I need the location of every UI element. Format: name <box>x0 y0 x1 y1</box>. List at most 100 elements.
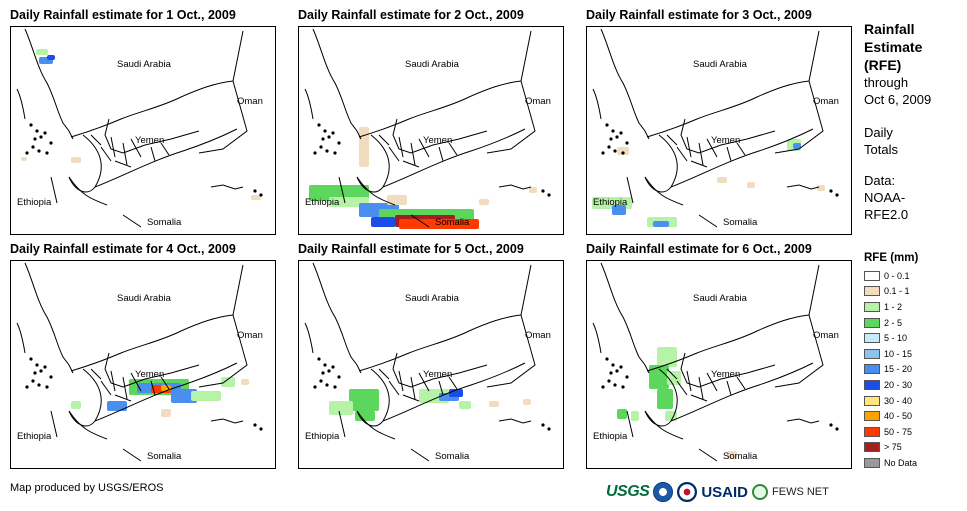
legend-label: 5 - 10 <box>884 333 908 344</box>
map-panel-oct1: Daily Rainfall estimate for 1 Oct., 2009… <box>10 6 298 236</box>
rainfall-patch <box>221 377 235 387</box>
island-dot <box>29 123 33 127</box>
island-dot <box>49 141 53 145</box>
legend-row: 2 - 5 <box>864 315 918 331</box>
legend-data-label: Data: <box>864 173 896 188</box>
legend-swatch <box>864 301 880 312</box>
rainfall-patch <box>47 55 55 60</box>
border-line <box>670 128 814 188</box>
legend-row: 20 - 30 <box>864 377 918 393</box>
border-line <box>666 368 746 402</box>
island-dot <box>37 383 41 387</box>
island-dot <box>325 149 329 153</box>
legend-label: 40 - 50 <box>884 411 913 422</box>
island-dot <box>829 423 833 427</box>
place-label-yemen: Yemen <box>711 135 741 146</box>
place-label-oman: Oman <box>237 96 263 107</box>
legend-source-2: RFE2.0 <box>864 207 909 222</box>
map-canvas <box>16 262 263 462</box>
place-label-yemen: Yemen <box>135 369 165 380</box>
island-dot <box>321 371 325 375</box>
border-line <box>670 362 814 422</box>
rfe-legend-rows: 0 - 0.1 0.1 - 1 1 - 2 2 - 5 5 - 10 10 - 15 15 … <box>864 268 918 471</box>
legend-label: No Data <box>884 457 918 468</box>
border-line <box>382 362 526 422</box>
panel-title: Daily Rainfall estimate for 1 Oct., 2009 <box>10 8 236 22</box>
island-dot <box>35 129 39 133</box>
border-line <box>16 88 26 120</box>
border-line <box>600 262 650 374</box>
island-dot <box>331 365 335 369</box>
legend-label: > 75 <box>884 442 902 453</box>
panel-title: Daily Rainfall estimate for 5 Oct., 2009 <box>298 242 524 256</box>
border-line <box>644 410 684 440</box>
rainfall-patch <box>359 127 369 167</box>
legend-date: Oct 6, 2009 <box>864 92 932 107</box>
border-line <box>592 322 602 354</box>
legend-totals: Totals <box>864 142 898 157</box>
legend-label: 15 - 20 <box>884 364 913 375</box>
map-panel-oct2: Daily Rainfall estimate for 2 Oct., 2009… <box>298 6 586 236</box>
border-line <box>198 80 248 154</box>
rainfall-patch <box>793 143 801 149</box>
border-line <box>122 214 142 228</box>
border-line <box>698 214 718 228</box>
rfe-legend: RFE (mm) 0 - 0.1 0.1 - 1 1 - 2 2 - 5 5 - 10 1… <box>864 251 918 471</box>
island-dot <box>613 383 617 387</box>
island-dot <box>25 151 29 155</box>
border-line <box>50 410 58 438</box>
legend-label: 2 - 5 <box>884 317 903 328</box>
legend-label: 10 - 15 <box>884 348 913 359</box>
island-dot <box>33 137 37 141</box>
border-line <box>808 30 820 82</box>
island-dot <box>333 385 337 389</box>
border-line <box>786 418 820 424</box>
island-dot <box>39 135 43 139</box>
rainfall-patch <box>459 401 471 409</box>
place-label-ethiopia: Ethiopia <box>593 197 628 208</box>
border-line <box>600 28 650 140</box>
border-line <box>498 184 532 190</box>
rainfall-patch <box>349 389 379 411</box>
panel-title: Daily Rainfall estimate for 4 Oct., 2009 <box>10 242 236 256</box>
border-line <box>646 314 810 372</box>
rainfall-patch <box>529 187 537 193</box>
border-line <box>358 314 522 372</box>
place-label-saudi: Saudi Arabia <box>405 59 459 70</box>
border-line <box>644 176 684 206</box>
border-line <box>646 80 810 138</box>
island-dot <box>625 375 629 379</box>
border-line <box>698 448 718 462</box>
island-dot <box>619 365 623 369</box>
island-dot <box>259 193 263 197</box>
border-line <box>382 128 526 188</box>
legend-row: 10 - 15 <box>864 346 918 362</box>
border-line <box>304 88 314 120</box>
legend-row: 5 - 10 <box>864 330 918 346</box>
border-line <box>94 362 238 422</box>
map-canvas <box>16 28 263 228</box>
legend-source-1: NOAA- <box>864 190 906 205</box>
place-label-oman: Oman <box>525 330 551 341</box>
border-line <box>358 80 522 138</box>
island-dot <box>541 423 545 427</box>
place-label-saudi: Saudi Arabia <box>693 293 747 304</box>
rainfall-patch <box>71 157 81 163</box>
border-line <box>90 368 170 402</box>
legend-row: 30 - 40 <box>864 393 918 409</box>
island-dot <box>601 151 605 155</box>
island-dot <box>625 141 629 145</box>
border-line <box>70 314 234 372</box>
fews-net-icon <box>752 484 769 500</box>
border-line <box>356 176 396 206</box>
map-canvas <box>304 28 551 229</box>
island-dot <box>331 131 335 135</box>
place-label-somalia: Somalia <box>435 451 470 462</box>
place-label-somalia: Somalia <box>723 217 758 228</box>
border-line <box>774 314 824 388</box>
map-frame: Saudi Arabia Oman Yemen Ethiopia Somalia <box>586 26 852 235</box>
map-frame: Saudi Arabia Oman Yemen Ethiopia Somalia <box>586 260 852 469</box>
panel-title: Daily Rainfall estimate for 2 Oct., 2009 <box>298 8 524 22</box>
island-dot <box>621 385 625 389</box>
legend-swatch <box>864 286 880 297</box>
